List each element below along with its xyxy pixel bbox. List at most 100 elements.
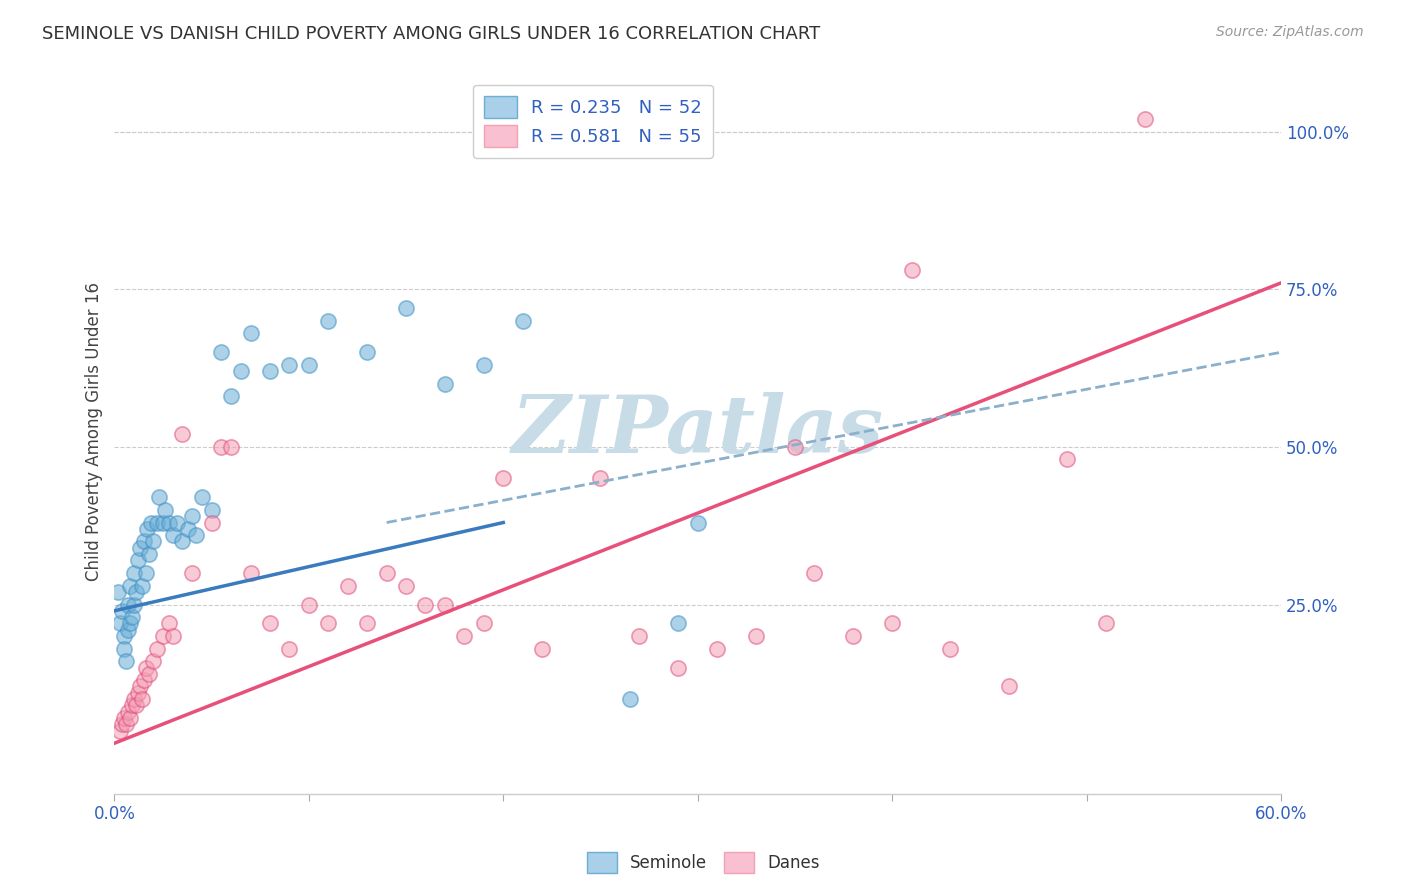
Point bbox=[298, 598, 321, 612]
Point bbox=[356, 345, 378, 359]
Point bbox=[1133, 112, 1156, 126]
Point bbox=[157, 616, 180, 631]
Point bbox=[132, 673, 155, 688]
Text: SEMINOLE VS DANISH CHILD POVERTY AMONG GIRLS UNDER 16 CORRELATION CHART: SEMINOLE VS DANISH CHILD POVERTY AMONG G… bbox=[42, 25, 821, 43]
Point bbox=[122, 692, 145, 706]
Point bbox=[209, 345, 232, 359]
Point bbox=[666, 616, 689, 631]
Point bbox=[415, 598, 437, 612]
Point bbox=[745, 629, 768, 643]
Point bbox=[172, 427, 194, 442]
Point bbox=[162, 528, 184, 542]
Point bbox=[492, 471, 515, 485]
Legend: Seminole, Danes: Seminole, Danes bbox=[579, 846, 827, 880]
Point bbox=[433, 598, 456, 612]
Point bbox=[939, 641, 962, 656]
Point bbox=[316, 616, 339, 631]
Point bbox=[239, 566, 262, 580]
Point bbox=[472, 616, 495, 631]
Point bbox=[132, 534, 155, 549]
Point bbox=[433, 376, 456, 391]
Point bbox=[395, 301, 418, 315]
Point bbox=[117, 705, 139, 719]
Point bbox=[110, 723, 132, 738]
Point bbox=[177, 522, 200, 536]
Point bbox=[118, 711, 141, 725]
Point bbox=[127, 686, 149, 700]
Point bbox=[1095, 616, 1118, 631]
Point bbox=[882, 616, 904, 631]
Point bbox=[686, 516, 709, 530]
Point bbox=[112, 629, 135, 643]
Point bbox=[142, 534, 165, 549]
Point bbox=[141, 516, 163, 530]
Point bbox=[219, 440, 242, 454]
Point bbox=[162, 629, 184, 643]
Point bbox=[111, 717, 134, 731]
Point bbox=[184, 528, 207, 542]
Point bbox=[127, 553, 149, 567]
Point bbox=[118, 616, 141, 631]
Point bbox=[157, 516, 180, 530]
Point bbox=[128, 680, 150, 694]
Point bbox=[1056, 452, 1078, 467]
Point bbox=[181, 566, 204, 580]
Point bbox=[111, 604, 134, 618]
Point bbox=[191, 491, 214, 505]
Point bbox=[803, 566, 825, 580]
Point bbox=[118, 578, 141, 592]
Point bbox=[107, 585, 129, 599]
Point bbox=[115, 654, 138, 668]
Point bbox=[138, 547, 160, 561]
Point bbox=[121, 610, 143, 624]
Point bbox=[531, 641, 554, 656]
Point bbox=[112, 641, 135, 656]
Point bbox=[121, 698, 143, 713]
Point bbox=[278, 358, 301, 372]
Point bbox=[229, 364, 252, 378]
Y-axis label: Child Poverty Among Girls Under 16: Child Poverty Among Girls Under 16 bbox=[86, 282, 103, 581]
Point bbox=[336, 578, 359, 592]
Point bbox=[117, 623, 139, 637]
Legend: R = 0.235   N = 52, R = 0.581   N = 55: R = 0.235 N = 52, R = 0.581 N = 55 bbox=[474, 85, 713, 158]
Point bbox=[136, 522, 159, 536]
Text: Source: ZipAtlas.com: Source: ZipAtlas.com bbox=[1216, 25, 1364, 39]
Point bbox=[138, 666, 160, 681]
Point bbox=[472, 358, 495, 372]
Point bbox=[153, 503, 176, 517]
Point bbox=[997, 680, 1019, 694]
Point bbox=[201, 503, 224, 517]
Point bbox=[375, 566, 398, 580]
Point bbox=[172, 534, 194, 549]
Point bbox=[115, 717, 138, 731]
Point bbox=[239, 326, 262, 341]
Point bbox=[589, 471, 612, 485]
Point bbox=[146, 516, 169, 530]
Point bbox=[112, 711, 135, 725]
Point bbox=[146, 641, 169, 656]
Point bbox=[278, 641, 301, 656]
Point bbox=[125, 698, 148, 713]
Point bbox=[110, 616, 132, 631]
Point bbox=[122, 598, 145, 612]
Point bbox=[842, 629, 865, 643]
Point bbox=[131, 692, 153, 706]
Point bbox=[783, 440, 806, 454]
Point bbox=[152, 629, 174, 643]
Point bbox=[125, 585, 148, 599]
Point bbox=[900, 263, 922, 277]
Point bbox=[152, 516, 174, 530]
Point bbox=[706, 641, 728, 656]
Point bbox=[453, 629, 475, 643]
Point bbox=[628, 629, 651, 643]
Point bbox=[666, 660, 689, 674]
Point bbox=[298, 358, 321, 372]
Point bbox=[356, 616, 378, 631]
Point bbox=[259, 616, 281, 631]
Point bbox=[395, 578, 418, 592]
Point bbox=[166, 516, 188, 530]
Point bbox=[619, 692, 641, 706]
Point bbox=[512, 314, 534, 328]
Point bbox=[209, 440, 232, 454]
Point bbox=[134, 566, 156, 580]
